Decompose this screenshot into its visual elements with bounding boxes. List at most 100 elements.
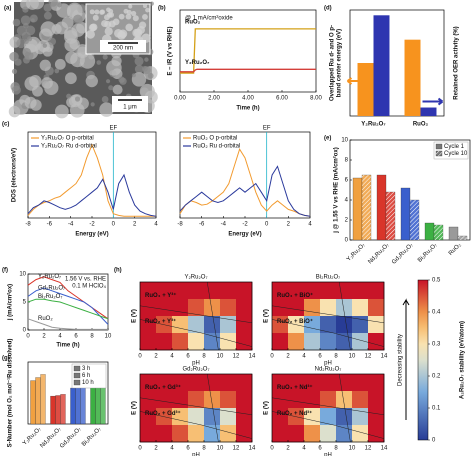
bar — [424, 222, 435, 241]
x-tick-label: 4.00 — [242, 96, 254, 102]
x-tick-label: -4 — [221, 222, 227, 228]
inset-grain — [123, 8, 129, 14]
grain — [22, 47, 31, 57]
inset-grain — [128, 4, 133, 9]
x-tick-label: 0 — [26, 334, 30, 340]
bar — [373, 15, 390, 116]
heat-cell — [336, 391, 353, 409]
x-tick-label: -2 — [242, 222, 248, 228]
hatch — [362, 175, 371, 240]
grain — [16, 25, 27, 36]
heat-cell — [156, 299, 173, 317]
grain — [85, 74, 98, 88]
y-tick-label: 10 — [341, 138, 348, 144]
heat-cell — [336, 299, 353, 317]
heat-cell — [236, 408, 253, 426]
heat-cell — [368, 316, 385, 334]
heat-cell — [236, 391, 253, 409]
x-tick-label: 2 — [133, 222, 137, 228]
series-line — [27, 298, 109, 320]
bar — [75, 386, 81, 425]
series-label: Bi₂Ru₂O₇ — [38, 294, 62, 300]
heat-cell — [140, 333, 157, 351]
grain — [101, 96, 109, 103]
x-axis-title: pH — [324, 453, 332, 456]
plot-frame — [139, 281, 253, 351]
grain — [66, 96, 77, 108]
x-tick-label: 4 — [308, 222, 312, 228]
grain — [144, 57, 149, 62]
bar — [404, 39, 421, 116]
inset-grain — [125, 13, 132, 20]
fermi-label: EF — [263, 126, 271, 132]
x-tick-label: 10 — [349, 354, 356, 360]
heat-cell — [172, 391, 189, 409]
x-tick-label: 12 — [365, 354, 372, 360]
x-tick-label: 8 — [334, 446, 338, 452]
grain — [108, 85, 114, 91]
heat-cell — [272, 333, 289, 351]
y-tick-label: 8 — [345, 158, 349, 164]
x-tick-label: RuO₂ — [448, 242, 463, 257]
heat-cell — [320, 391, 337, 409]
x-tick-label: 14 — [381, 354, 388, 360]
heat-cell — [140, 299, 157, 317]
grain — [131, 73, 136, 78]
grain — [96, 60, 102, 65]
x-tick-label: 6 — [186, 446, 190, 452]
bar — [30, 380, 36, 425]
bar — [35, 377, 41, 425]
heat-cell — [204, 408, 221, 426]
inset-grain — [118, 13, 125, 20]
bar — [60, 394, 66, 425]
map-title: Nd₂Ru₂O₇ — [315, 367, 342, 373]
arrow — [402, 298, 410, 420]
heat-cell — [352, 333, 369, 351]
heat-cell — [368, 425, 385, 443]
heat-cell — [220, 425, 237, 443]
scale-label: 200 nm — [113, 46, 133, 52]
heat-cell — [236, 299, 253, 317]
x-tick-label: 14 — [249, 354, 256, 360]
legend-label: RuO₂ Ru d-orbital — [193, 144, 240, 150]
x-tick-label: 10 — [105, 334, 112, 340]
x-tick-label: 6 — [318, 354, 322, 360]
annotation: 0.1 M HClO₄ — [72, 284, 106, 290]
inset-grain — [142, 4, 148, 9]
heat-cell — [220, 316, 237, 334]
phase-boundary — [271, 281, 385, 351]
grain — [26, 36, 33, 42]
grain — [66, 93, 72, 99]
grain — [90, 102, 95, 107]
x-tick-label: 12 — [233, 446, 240, 452]
heat-cell — [304, 282, 321, 300]
heat-cell — [288, 374, 305, 392]
x-tick-label: 0 — [138, 354, 142, 360]
x-axis-title: Time (h) — [56, 343, 79, 349]
x-tick-label: 6.00 — [276, 96, 288, 102]
panel-label: (a) — [4, 6, 11, 12]
phase-boundary — [271, 373, 385, 443]
grain — [11, 85, 21, 95]
colorbar — [417, 279, 429, 441]
x-axis-title: pH — [324, 361, 332, 367]
heat-cell — [368, 299, 385, 317]
heat-cell — [220, 299, 237, 317]
grain — [20, 15, 31, 26]
panel-label: (e) — [324, 136, 331, 142]
heat-cell — [272, 282, 289, 300]
heat-cell — [220, 408, 237, 426]
y-axis-title: E (V) — [264, 309, 270, 323]
x-axis-title: pH — [192, 453, 200, 456]
map-title: Gd₂Ru₂O₇ — [182, 367, 209, 373]
inset-grain — [117, 30, 126, 40]
heat-cell — [156, 333, 173, 351]
x-axis-title: Time (h) — [236, 106, 259, 112]
legend-label: 3 h — [82, 366, 90, 372]
heat-cell — [204, 374, 221, 392]
panel-label: (h) — [114, 268, 122, 274]
y-axis-title: S-Number (mol O₂ mol⁻¹Ru dissolved) — [7, 339, 14, 448]
x-tick-label: Bi₂Ru₂O₇ — [81, 426, 103, 448]
panel-label: (f) — [2, 268, 8, 274]
